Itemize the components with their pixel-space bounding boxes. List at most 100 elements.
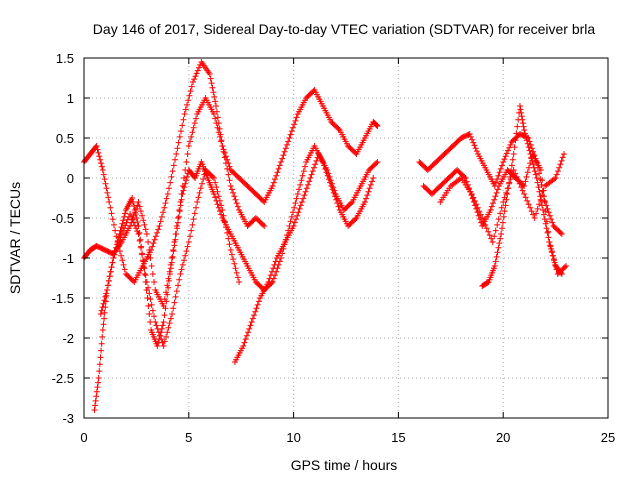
data-point [299,172,306,179]
data-point [100,171,107,178]
data-point [99,304,106,311]
data-point [363,195,370,202]
data-point [319,159,326,165]
data-point [528,208,535,215]
data-point [558,271,565,277]
data-point [153,322,160,329]
data-point [522,178,529,185]
data-point [251,312,258,319]
data-point [111,251,118,258]
data-point [94,146,101,153]
data-point [148,301,155,308]
data-point [553,171,560,178]
axis-ticks: 0 5 10 15 20 25 -3 -2.5 -2 -1.5 -1 -0.5 0 0.5 1 1.5 [52,51,616,445]
data-point [506,144,513,151]
data-point [110,221,117,228]
data-point [192,73,199,80]
data-point [492,193,499,200]
data-point [200,176,207,183]
data-point [173,288,180,295]
data-point [95,379,102,386]
data-point [563,263,570,269]
data-point [213,103,220,109]
data-point [287,131,294,138]
data-point [208,80,215,87]
data-point [294,191,301,197]
data-point [187,88,194,95]
x-tick-label: 15 [391,430,405,445]
data-point [495,172,502,179]
data-point [253,305,260,312]
data-point [558,231,565,237]
data-point [293,114,300,121]
data-point [133,215,140,221]
data-point [290,209,297,216]
data-point [234,203,241,210]
data-point [207,75,214,82]
data-point [499,225,506,232]
data-point [503,150,510,157]
data-point [556,164,563,171]
data-point [164,291,171,298]
chart-title: Day 146 of 2017, Sidereal Day-to-day VTE… [93,21,596,37]
data-point [159,322,166,329]
data-point [184,243,191,250]
data-point [128,213,135,220]
data-point [507,141,514,148]
data-point [479,215,486,221]
data-point [182,106,189,113]
data-point [221,149,228,156]
data-point [103,290,110,297]
data-point [549,219,556,226]
series-track-8 [437,151,567,245]
data-point [533,210,540,217]
data-point [155,329,162,336]
data-point [94,384,101,391]
data-point [521,191,528,197]
x-tick-label: 0 [80,430,87,445]
data-point [165,324,172,331]
y-tick-label: 0.5 [56,131,74,146]
data-point [160,319,167,325]
data-point [184,151,191,157]
data-point [526,147,533,154]
data-point [494,176,501,183]
data-point [509,156,516,163]
data-point [498,204,505,211]
data-point [96,361,103,368]
data-point [140,264,147,271]
data-point [246,325,253,332]
data-point [195,194,202,201]
data-point [122,210,129,217]
data-point [267,272,274,279]
data-point [152,233,159,240]
data-point [156,223,163,229]
data-point [301,163,308,170]
data-point [286,135,293,141]
data-point [300,195,307,202]
data-point [521,127,528,133]
x-tick-label: 10 [286,430,300,445]
data-point [493,179,500,186]
data-point [269,268,276,275]
data-point [559,154,566,161]
data-point [99,167,106,173]
data-point [270,265,277,272]
data-point [147,255,154,261]
data-point [271,261,278,268]
data-point [136,203,143,210]
data-point [468,191,475,197]
data-point [227,247,234,253]
data-point [137,236,144,243]
data-point [228,251,235,258]
data-point [194,67,201,74]
data-point [106,199,113,205]
data-point [506,179,513,186]
data-point [183,177,190,184]
data-point [191,210,198,217]
data-point [548,245,555,252]
data-point [98,347,105,354]
data-point [163,333,170,340]
data-point [222,153,229,160]
data-point [539,202,546,209]
